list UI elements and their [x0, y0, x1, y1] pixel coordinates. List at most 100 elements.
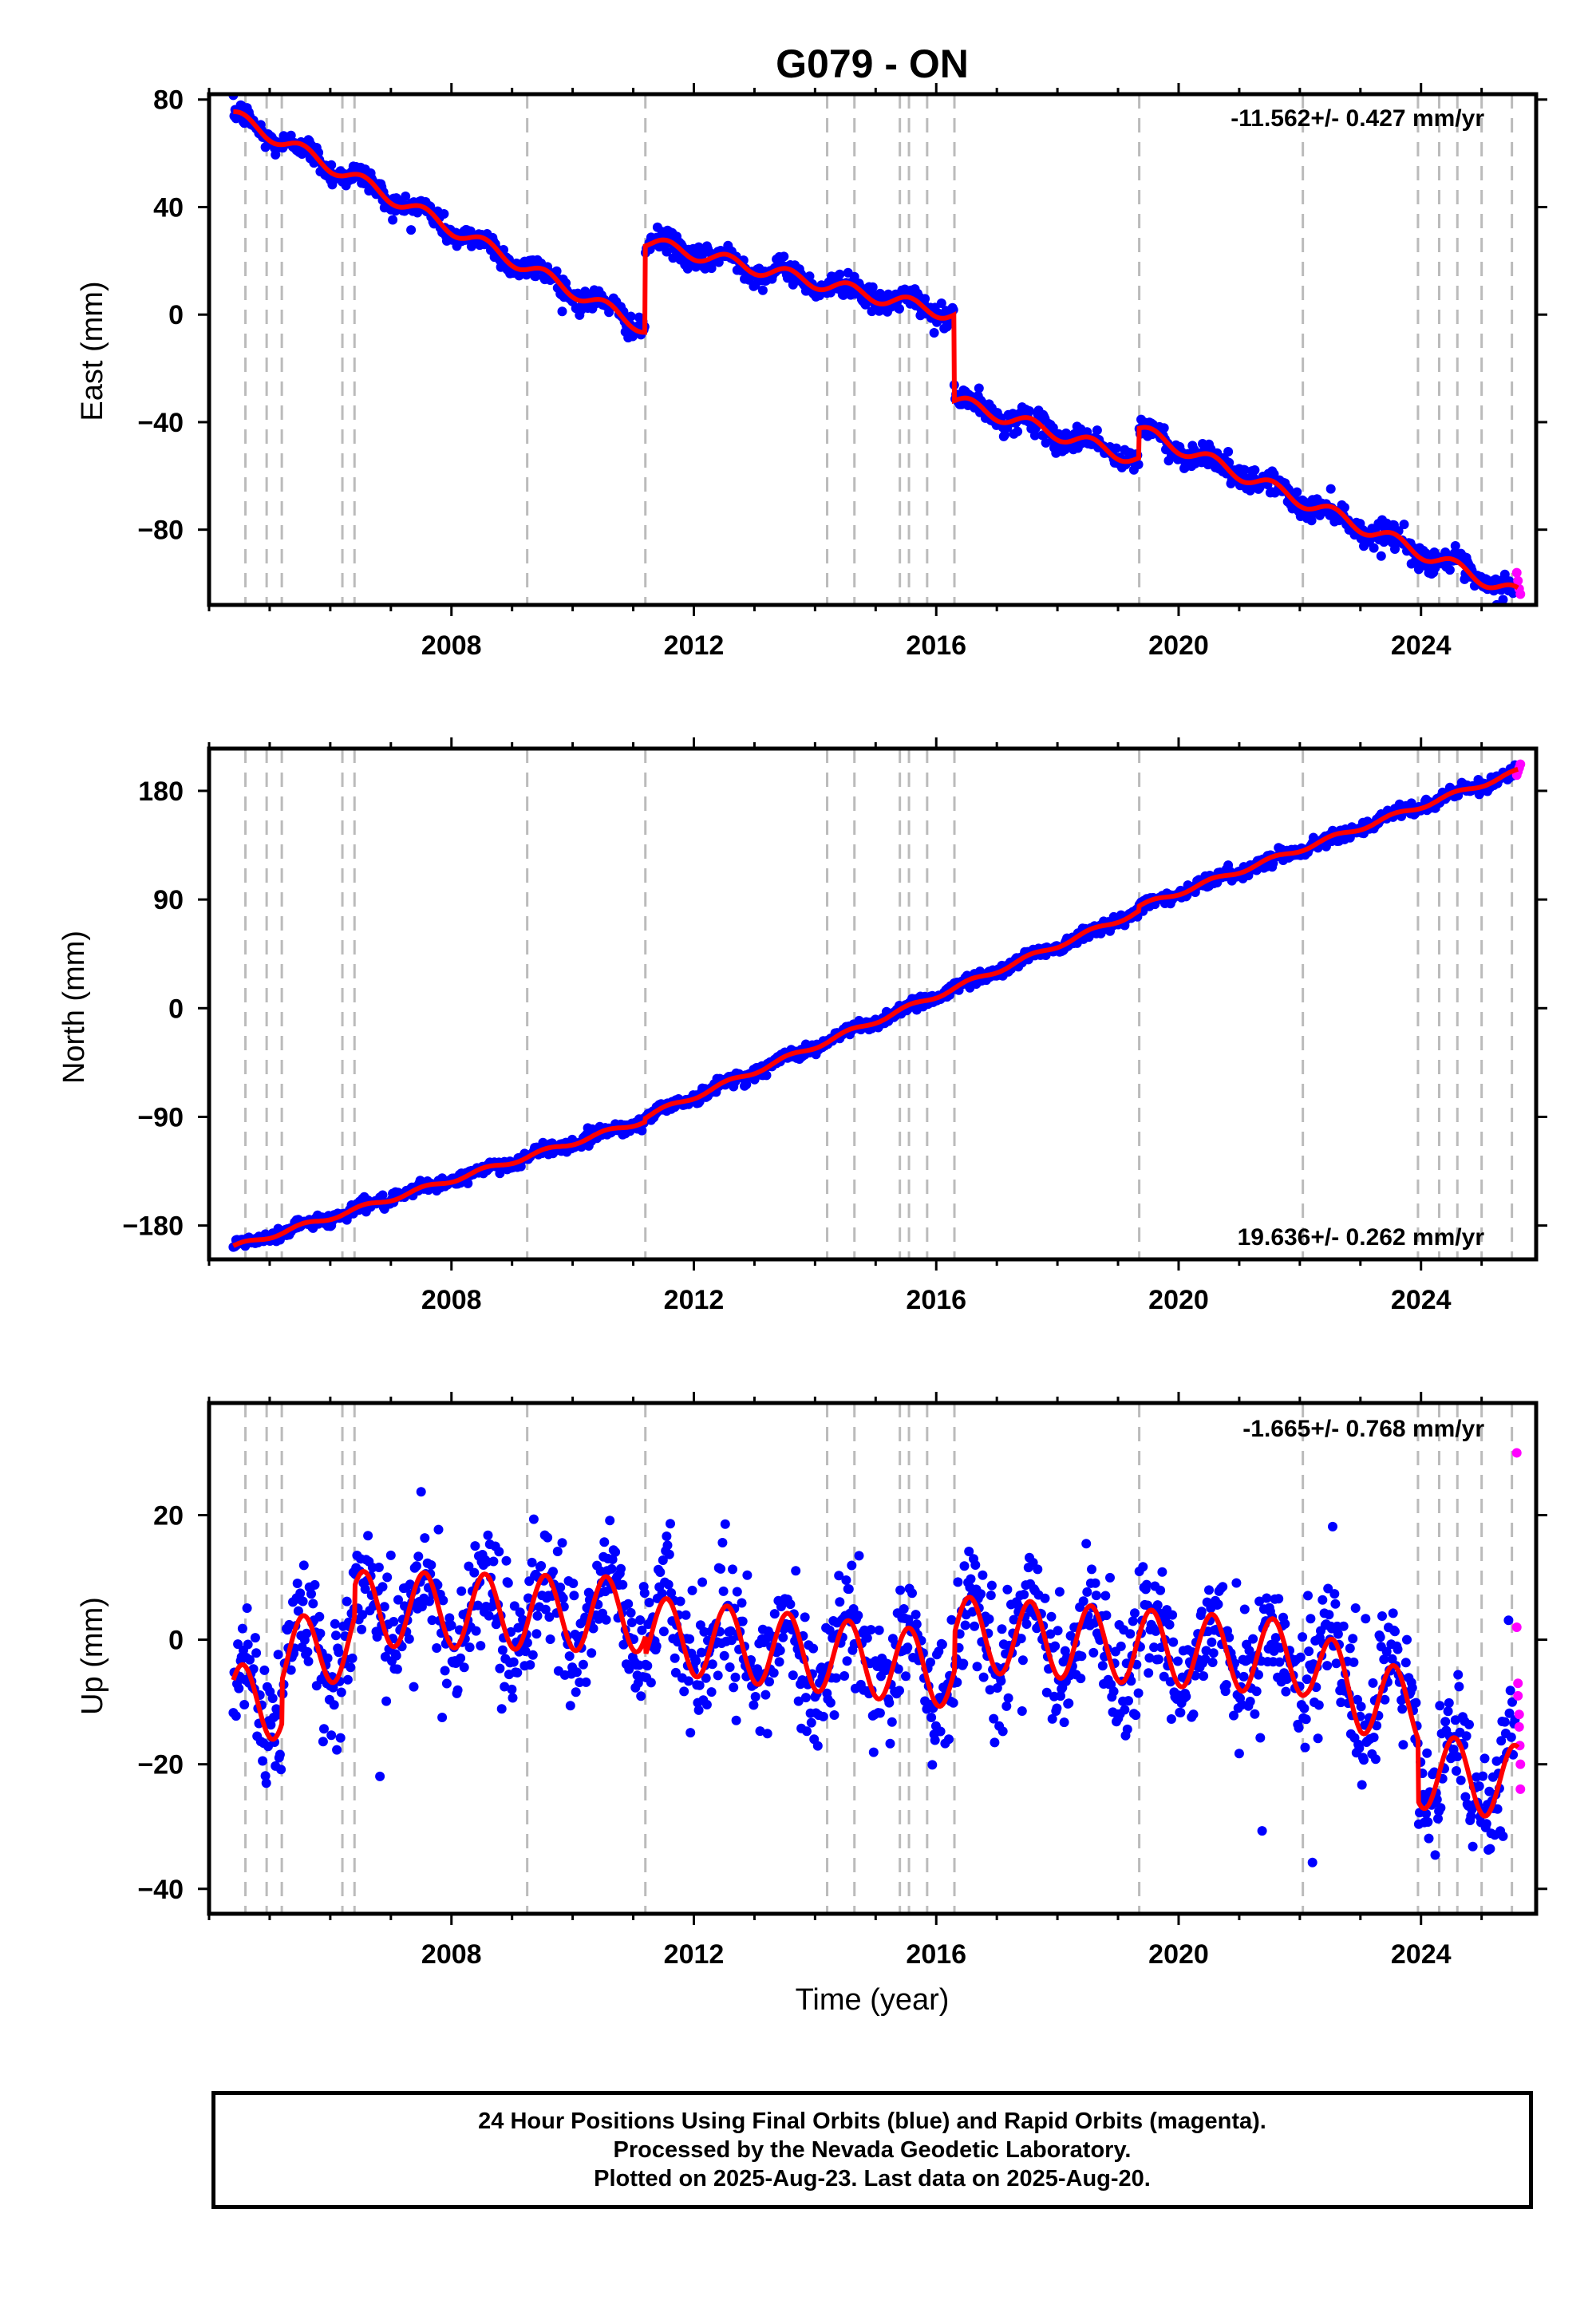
up-data-point: [992, 1683, 1002, 1693]
up-data-point: [557, 1538, 567, 1548]
up-data-point: [1314, 1700, 1324, 1710]
up-data-point: [716, 1563, 726, 1574]
east-data-point: [1390, 544, 1400, 554]
up-data-point: [1350, 1603, 1361, 1613]
up-data-point: [808, 1643, 819, 1654]
east-final-orbit-points: [228, 94, 1520, 605]
up-data-point: [1280, 1618, 1290, 1629]
up-rapid-orbit-point: [1513, 1690, 1523, 1701]
up-data-point: [1200, 1654, 1211, 1664]
up-data-point: [242, 1603, 252, 1613]
up-data-point: [1317, 1595, 1328, 1605]
up-data-point: [1313, 1733, 1323, 1744]
up-data-point: [328, 1682, 338, 1693]
up-data-point: [1088, 1647, 1099, 1658]
up-data-point: [379, 1602, 389, 1612]
up-data-point: [1229, 1710, 1238, 1721]
up-data-point: [509, 1601, 519, 1611]
up-data-point: [464, 1642, 475, 1653]
north-data-point: [377, 1190, 388, 1200]
up-data-point: [1452, 1752, 1463, 1762]
east-data-point: [1498, 595, 1508, 605]
east-y-tick-label: 80: [153, 85, 184, 116]
east-data-point: [706, 263, 717, 274]
up-data-point: [1021, 1619, 1032, 1629]
up-data-point: [1504, 1708, 1515, 1718]
up-data-point: [565, 1701, 575, 1711]
up-data-point: [1033, 1564, 1043, 1575]
up-data-point: [935, 1726, 946, 1737]
up-data-point: [555, 1583, 566, 1592]
east-data-point: [1325, 484, 1336, 494]
up-data-point: [1380, 1694, 1390, 1705]
up-data-point: [895, 1686, 904, 1696]
east-x-tick-label: 2024: [1391, 630, 1452, 661]
up-data-point: [260, 1771, 271, 1781]
up-data-point: [425, 1596, 434, 1607]
up-data-point: [1126, 1676, 1136, 1686]
up-data-point: [438, 1595, 448, 1606]
east-data-point: [1112, 443, 1121, 453]
up-data-point: [1262, 1593, 1272, 1603]
up-data-point: [1078, 1596, 1088, 1607]
up-data-point: [697, 1647, 706, 1658]
up-data-point: [841, 1575, 851, 1585]
up-data-point: [314, 1611, 325, 1622]
up-x-tick-label: 2012: [664, 1939, 725, 1970]
up-data-point: [1090, 1578, 1100, 1588]
up-data-point: [1407, 1682, 1417, 1693]
up-data-point: [587, 1648, 597, 1658]
up-data-point: [298, 1560, 309, 1571]
up-data-point: [1307, 1857, 1317, 1867]
up-data-point: [1456, 1775, 1466, 1785]
up-rapid-orbit-point: [1515, 1784, 1526, 1794]
up-data-point: [791, 1566, 801, 1576]
up-data-point: [1188, 1709, 1199, 1720]
up-data-point: [1443, 1706, 1453, 1717]
up-data-point: [737, 1616, 748, 1626]
x-axis-label: Time (year): [796, 1983, 950, 2017]
up-data-point: [1361, 1614, 1371, 1624]
up-data-point: [1503, 1615, 1514, 1626]
north-data-point: [637, 1125, 647, 1136]
up-data-point: [978, 1672, 989, 1682]
up-data-point: [544, 1612, 555, 1622]
up-data-point: [1152, 1600, 1163, 1611]
up-data-point: [800, 1612, 810, 1622]
up-data-point: [1450, 1715, 1460, 1725]
north-y-tick-label: −90: [137, 1102, 184, 1132]
up-x-tick-label: 2020: [1148, 1939, 1209, 1970]
east-data-point: [1399, 520, 1409, 530]
up-data-point: [1424, 1833, 1434, 1844]
up-data-point: [373, 1563, 384, 1572]
up-data-point: [1041, 1687, 1052, 1697]
up-data-point: [842, 1656, 852, 1666]
processing-info-line-1: 24 Hour Positions Using Final Orbits (bl…: [478, 2109, 1266, 2134]
processing-info-line-3: Plotted on 2025-Aug-23. Last data on 202…: [594, 2166, 1151, 2192]
up-data-point: [548, 1567, 558, 1577]
up-data-point: [1498, 1831, 1508, 1841]
east-data-point: [1025, 406, 1034, 416]
up-data-point: [1461, 1731, 1472, 1741]
up-data-point: [984, 1614, 994, 1624]
up-data-point: [985, 1685, 995, 1695]
up-data-point: [1368, 1678, 1378, 1688]
up-data-point: [732, 1587, 742, 1597]
up-data-point: [1196, 1607, 1207, 1617]
up-data-point: [1492, 1804, 1503, 1814]
up-data-point: [944, 1734, 954, 1745]
up-data-point: [764, 1677, 774, 1687]
up-data-point: [273, 1650, 283, 1660]
up-data-point: [829, 1710, 839, 1720]
up-data-point: [911, 1619, 922, 1630]
up-data-point: [298, 1596, 308, 1607]
up-data-point: [1379, 1654, 1389, 1665]
up-data-point: [234, 1683, 244, 1694]
up-data-point: [1356, 1701, 1366, 1712]
up-data-point: [626, 1607, 636, 1618]
up-data-point: [874, 1625, 884, 1635]
east-rate-label: -11.562+/- 0.427 mm/yr: [1231, 105, 1484, 132]
up-data-point: [243, 1639, 253, 1650]
up-data-point: [261, 1778, 271, 1788]
up-data-point: [895, 1585, 906, 1595]
